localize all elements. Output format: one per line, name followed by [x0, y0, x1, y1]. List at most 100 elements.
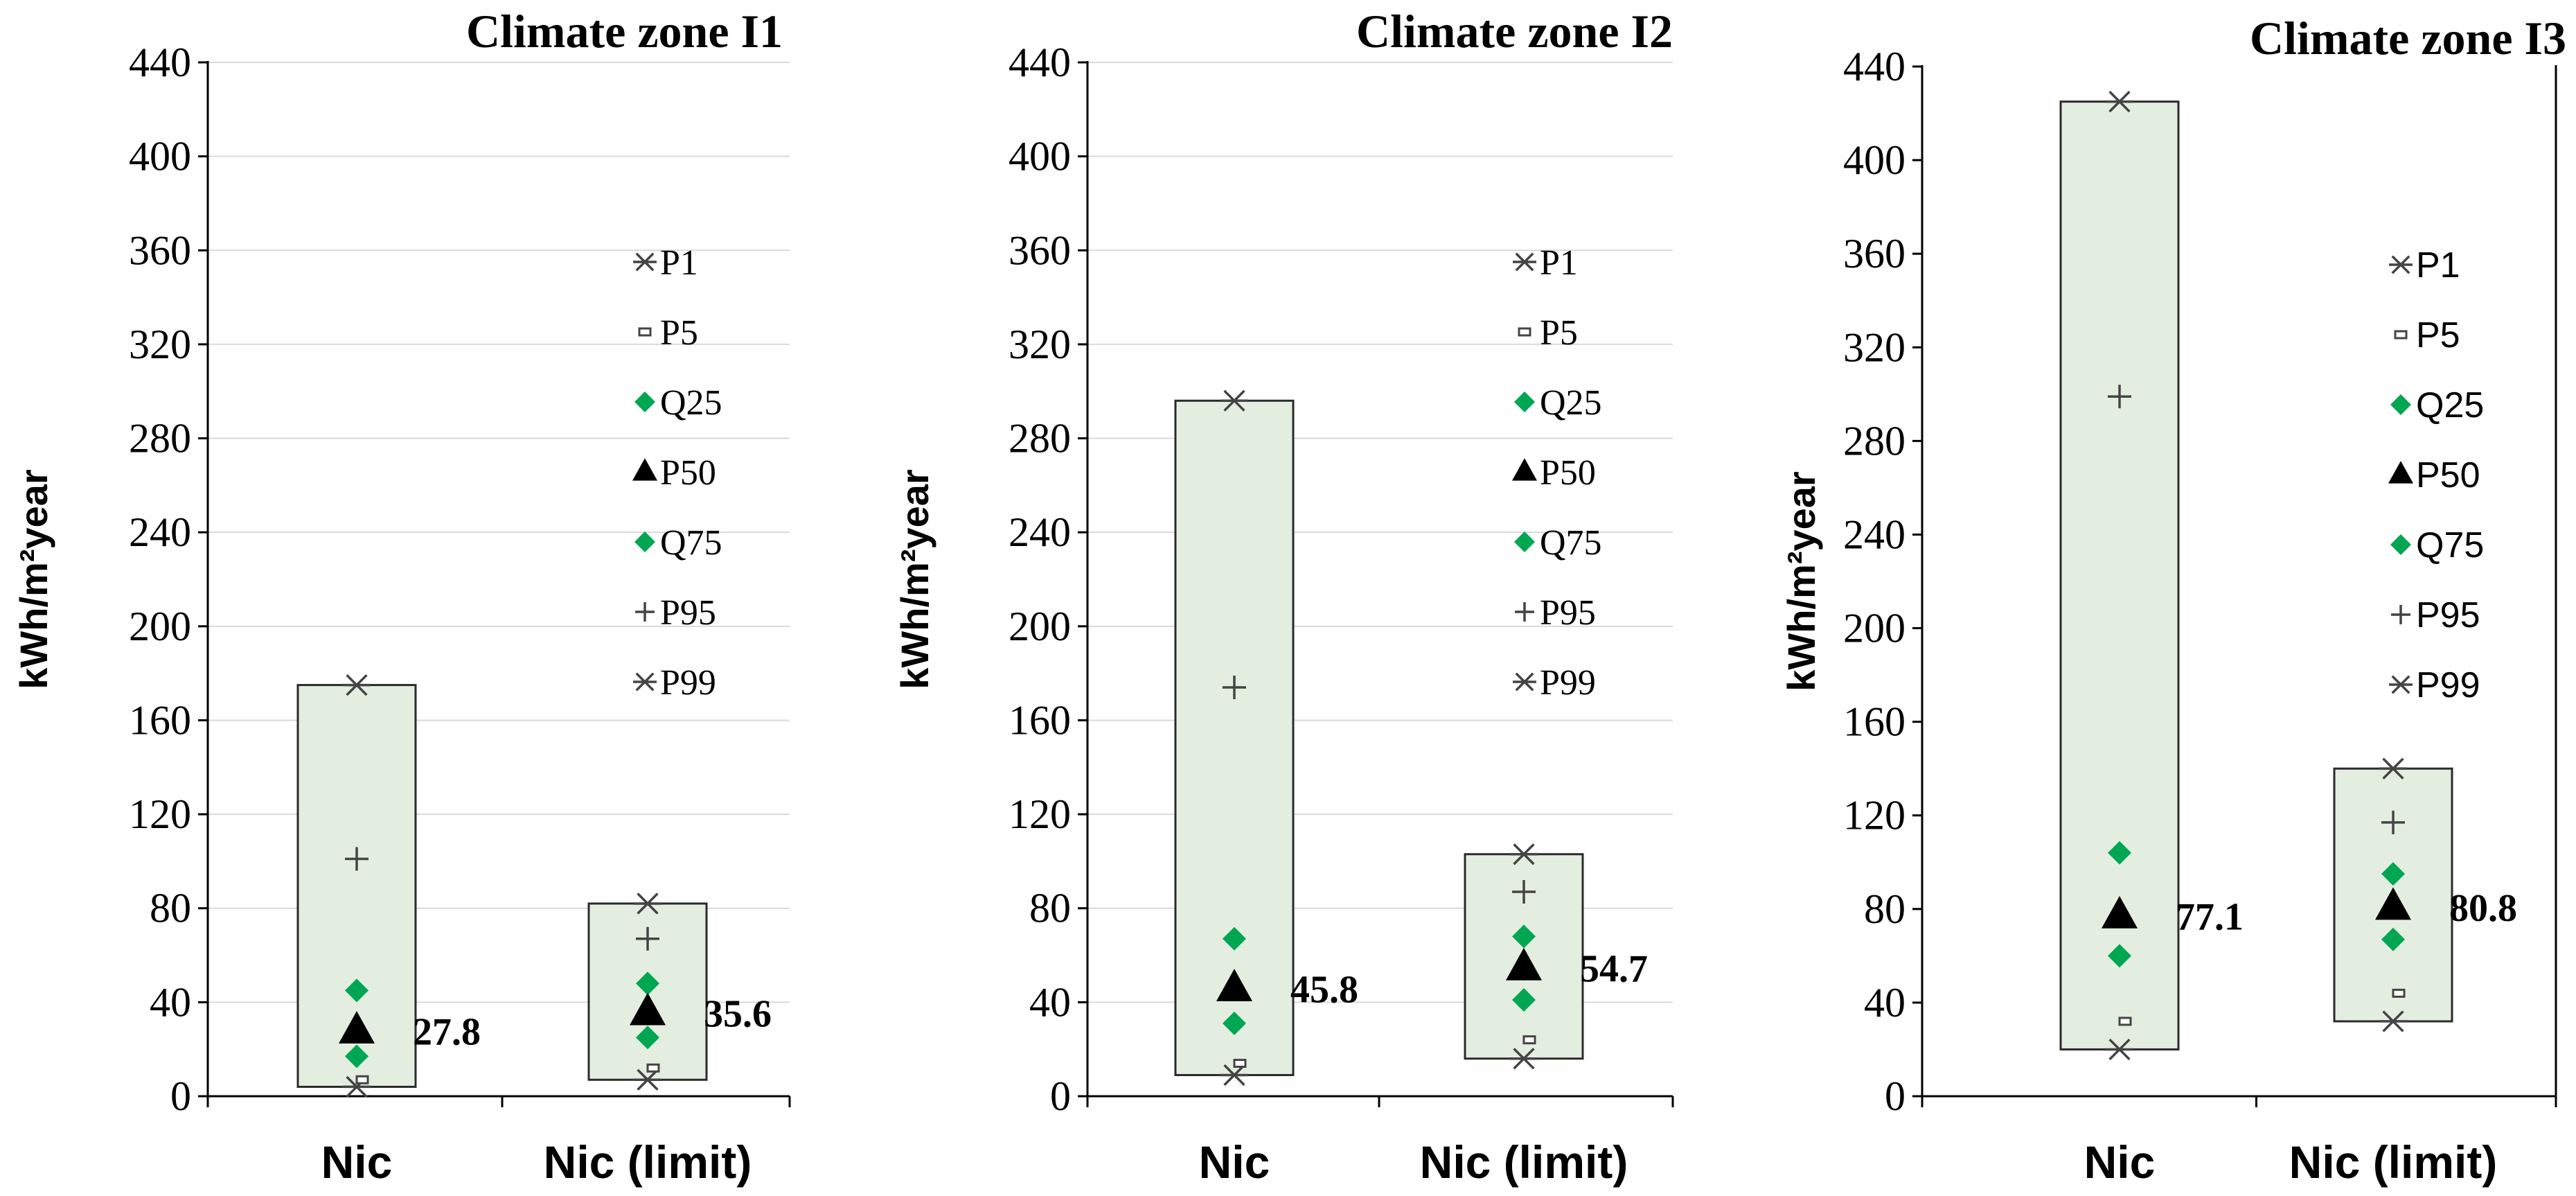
legend-item-p50: P50: [2388, 455, 2480, 495]
legend-item-q25: Q25: [634, 383, 722, 423]
legend-item-p95: P95: [1515, 593, 1596, 633]
q75-marker: [636, 971, 659, 996]
y-tick-label: 80: [1864, 886, 1906, 932]
x-category-label: Nic: [321, 1136, 393, 1188]
legend-item-p1: P1: [2389, 245, 2460, 285]
legend-item-q75: Q75: [634, 523, 722, 563]
p99-marker: [1510, 843, 1538, 865]
y-tick-label: 240: [1009, 509, 1071, 555]
legend-item-p1: P1: [633, 243, 698, 283]
p99-marker: [343, 674, 371, 696]
legend-p95-icon: [1515, 602, 1534, 622]
y-tick-label: 40: [150, 979, 191, 1025]
legend-p50-icon: [2388, 461, 2413, 484]
y-tick-label: 160: [129, 697, 191, 743]
y-tick-label: 280: [1009, 416, 1071, 461]
p5-marker: [1522, 1035, 1536, 1045]
legend-label: P1: [1540, 243, 1578, 283]
legend-p5-icon: [2394, 330, 2408, 340]
p99-marker: [1220, 389, 1248, 412]
q75-marker: [1223, 926, 1246, 951]
range-box: [2059, 100, 2180, 1050]
group-nic-limit: 80.8: [2333, 757, 2517, 1032]
legend-label: P99: [1540, 663, 1596, 703]
legend-label: Q25: [2416, 385, 2484, 425]
p50-marker: [630, 992, 666, 1026]
x-category-label: Nic (limit): [544, 1136, 752, 1188]
y-tick-label: 280: [1843, 418, 1906, 464]
q25-marker: [1223, 1011, 1246, 1035]
group-nic-limit: 54.7: [1464, 843, 1648, 1070]
chart-panel-3: 0 40 80 120 160 200 240 280 320 360 400 440 Climate …: [1779, 12, 2566, 1188]
legend-item-p50: P50: [1512, 453, 1596, 493]
legend-label: P5: [660, 313, 698, 353]
y-tick-label: 120: [1843, 793, 1906, 838]
legend-q75-icon: [634, 531, 655, 552]
chart-title: Climate zone I1: [466, 5, 783, 58]
y-tick-label: 400: [129, 134, 191, 179]
legend-p1-icon: [633, 252, 657, 272]
p50-marker: [2102, 896, 2138, 929]
chart-panel-2: 0 40 80 120 160 200 240 280 320 360 400 440 Climate …: [893, 5, 1674, 1188]
legend-item-q25: Q25: [1514, 383, 1602, 423]
legend-label: P99: [660, 663, 716, 703]
chart-title: Climate zone I2: [1356, 5, 1673, 58]
p1-marker: [634, 1069, 661, 1091]
median-value-label: 80.8: [2449, 887, 2517, 930]
y-axis-label: kWh/m²year: [893, 469, 936, 689]
legend-p99-icon: [1513, 672, 1536, 692]
legend-label: P1: [660, 243, 698, 283]
p1-marker: [2379, 1010, 2407, 1032]
legend-item-q75: Q75: [1514, 523, 1602, 563]
y-tick-label: 360: [129, 227, 191, 273]
legend-label: Q75: [2416, 525, 2484, 565]
chart-panel-1: 0 40 80 120 160 200 240 280 320 360 400 440 Climate …: [12, 5, 791, 1188]
q25-marker: [345, 1044, 368, 1069]
legend: P1 P5 Q25 P50 Q75 P95 P99: [632, 243, 722, 703]
legend-q25-icon: [1514, 392, 1535, 412]
legend-item-p99: P99: [2389, 665, 2480, 705]
legend-q25-icon: [634, 392, 655, 412]
y-tick-label: 440: [129, 39, 191, 85]
chart-title: Climate zone I3: [2250, 12, 2566, 64]
legend-p99-icon: [2389, 675, 2413, 694]
x-category-label: Nic: [2084, 1136, 2156, 1188]
p50-marker: [2375, 887, 2411, 920]
q75-marker: [1512, 924, 1536, 949]
p95-marker: [1223, 675, 1246, 699]
legend-label: P99: [2416, 665, 2480, 705]
y-tick-label: 120: [129, 791, 191, 837]
legend-q75-icon: [2390, 534, 2411, 555]
p5-marker: [646, 1063, 660, 1073]
x-category-label: Nic (limit): [1420, 1136, 1628, 1188]
legend-q75-icon: [1514, 531, 1535, 552]
p5-marker: [2392, 988, 2406, 998]
legend-item-p95: P95: [635, 593, 716, 633]
group-nic-limit: 35.6: [587, 892, 772, 1091]
y-tick-label: 240: [129, 509, 191, 555]
y-tick-label: 360: [1843, 231, 1906, 276]
x-category-label: Nic (limit): [2289, 1136, 2498, 1188]
legend: P1 P5 Q25 P50 Q75 P95 P99: [2388, 245, 2484, 705]
legend-p50-icon: [632, 458, 657, 481]
legend-p1-icon: [1513, 252, 1536, 272]
legend-q25-icon: [2390, 394, 2411, 415]
legend-label: P95: [2416, 595, 2480, 635]
y-tick-label: 40: [1864, 980, 1906, 1026]
p5-marker: [355, 1075, 369, 1084]
median-value-label: 27.8: [413, 1011, 481, 1054]
q25-marker: [1512, 987, 1536, 1012]
y-tick-label: 0: [1885, 1073, 1906, 1119]
p95-marker: [2381, 810, 2405, 834]
p99-marker: [634, 892, 661, 915]
legend-p5-icon: [638, 327, 652, 337]
median-value-label: 45.8: [1290, 969, 1358, 1012]
q75-marker: [345, 978, 368, 1003]
y-tick-label: 440: [1843, 44, 1906, 89]
p50-marker: [1506, 947, 1542, 980]
median-value-label: 35.6: [704, 992, 772, 1035]
legend-item-p50: P50: [632, 453, 716, 493]
y-tick-label: 120: [1009, 791, 1071, 837]
p5-marker: [2118, 1017, 2132, 1026]
